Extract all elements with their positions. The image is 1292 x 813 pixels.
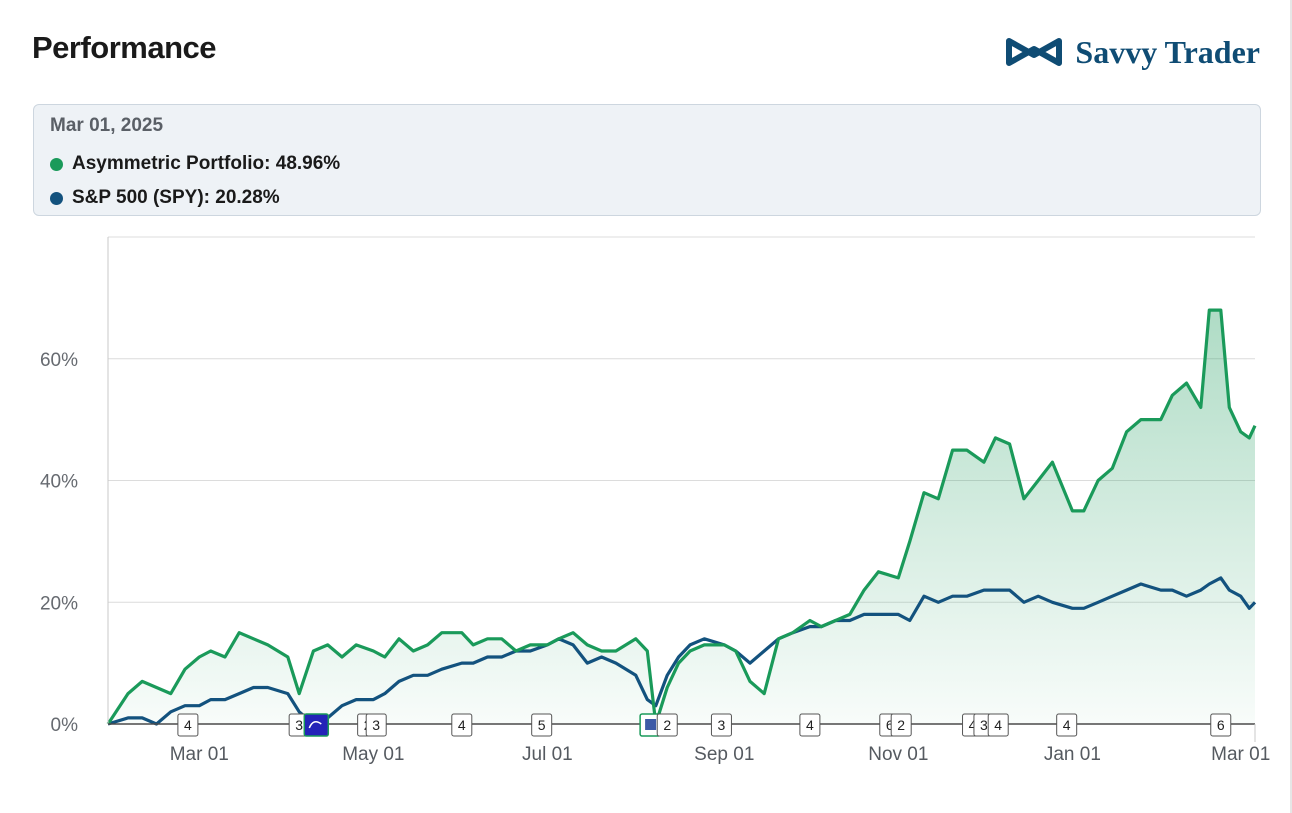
event-marker[interactable]: 4 — [987, 713, 1009, 737]
x-tick-label: Mar 01 — [170, 744, 229, 765]
tooltip-row-spy: S&P 500 (SPY): 20.28% — [50, 181, 1244, 215]
y-tick-label: 0% — [51, 715, 79, 736]
event-marker-label: 3 — [295, 717, 303, 733]
tooltip-row-portfolio: Asymmetric Portfolio: 48.96% — [50, 147, 1244, 181]
event-marker[interactable]: 3 — [365, 713, 387, 737]
event-marker[interactable]: 3 — [710, 713, 732, 737]
x-tick-label: Sep 01 — [694, 744, 754, 765]
event-marker-label: 4 — [1063, 717, 1071, 733]
event-marker-label: 6 — [886, 717, 894, 733]
event-marker-label: 2 — [897, 717, 905, 733]
event-marker[interactable]: 4 — [799, 713, 821, 737]
event-marker-label: 4 — [184, 717, 192, 733]
page-title: Performance — [32, 30, 217, 65]
event-marker-label: 6 — [1217, 717, 1225, 733]
axes: 0% 20% 40% 60% Mar 01 May 01 Jul 01 Sep 01 Nov 0… — [40, 237, 1270, 765]
event-marker[interactable]: 2 — [890, 713, 912, 737]
portfolio-area — [108, 310, 1255, 724]
y-tick-label: 60% — [40, 350, 78, 371]
event-marker[interactable]: 5 — [531, 713, 553, 737]
x-tick-label: Jul 01 — [522, 744, 573, 765]
portfolio-dot-icon — [50, 157, 63, 171]
tooltip-portfolio-value: Asymmetric Portfolio: 48.96% — [72, 153, 341, 174]
page-edge-divider — [1290, 0, 1292, 813]
event-marker-label: 3 — [718, 717, 726, 733]
event-marker-label: 5 — [538, 717, 546, 733]
event-marker[interactable]: 4 — [1056, 713, 1078, 737]
brand-name: Savvy Trader — [1075, 33, 1260, 70]
event-marker-label: 4 — [458, 717, 466, 733]
chart-tooltip: Mar 01, 2025 Asymmetric Portfolio: 48.96… — [33, 104, 1261, 216]
x-tick-label: Mar 01 — [1211, 744, 1270, 765]
x-tick-label: Nov 01 — [868, 744, 928, 765]
x-tick-label: Jan 01 — [1044, 744, 1101, 765]
event-marker[interactable]: 4 — [451, 713, 473, 737]
area-fill — [108, 310, 1255, 724]
event-marker[interactable]: 6 — [1210, 713, 1232, 737]
event-marker[interactable]: 4 — [177, 713, 199, 737]
brand-logo[interactable]: Savvy Trader — [1005, 32, 1260, 72]
tooltip-spy-value: S&P 500 (SPY): 20.28% — [72, 187, 280, 208]
spy-dot-icon — [50, 191, 63, 205]
infinity-logo-icon — [1006, 38, 1063, 66]
y-tick-label: 20% — [40, 593, 78, 614]
event-marker-label: 4 — [994, 717, 1002, 733]
portfolio-series-line[interactable] — [106, 308, 1257, 726]
disney-logo-icon[interactable] — [303, 713, 330, 737]
event-marker-label: 2 — [663, 717, 671, 733]
x-tick-label: May 01 — [342, 744, 404, 765]
event-marker-label: 4 — [806, 717, 814, 733]
event-marker-label: 3 — [980, 717, 988, 733]
event-marker-label: 3 — [372, 717, 380, 733]
event-marker[interactable]: 2 — [656, 713, 678, 737]
tooltip-date: Mar 01, 2025 — [50, 115, 164, 136]
event-marker-label: 4 — [969, 717, 977, 733]
y-tick-label: 40% — [40, 472, 78, 493]
event-markers: 4323452346243446 — [177, 713, 1232, 737]
